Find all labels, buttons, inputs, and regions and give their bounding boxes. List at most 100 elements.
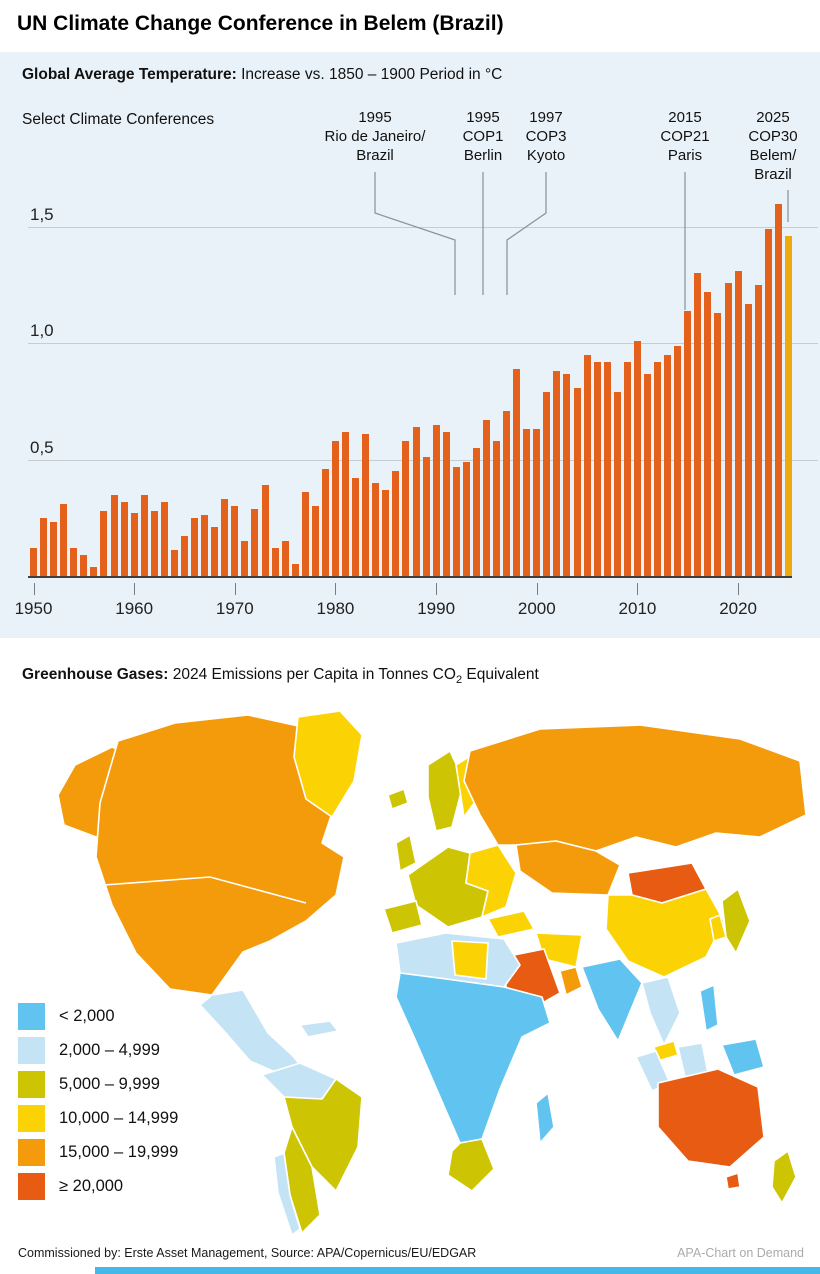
legend-row: 10,000 – 14,999: [18, 1104, 248, 1132]
temp-bar-2004: [573, 387, 581, 576]
temp-bar-1970: [231, 506, 239, 576]
temp-bar-2015: [684, 310, 692, 576]
temp-bar-1977: [301, 492, 309, 576]
temp-bar-2001: [543, 392, 551, 576]
conference-annotation: 1995 COP1 Berlin: [462, 109, 504, 164]
map-region-australia: [657, 1068, 765, 1168]
x-axis-label: 1980: [316, 599, 355, 618]
map-region-indochina: [641, 976, 681, 1046]
temp-bar-1971: [241, 541, 249, 576]
temp-bar-2010: [633, 340, 641, 576]
temp-bar-2014: [674, 345, 682, 576]
temp-bar-1990: [432, 424, 440, 576]
map-region-caribbean: [299, 1020, 339, 1038]
x-axis-tick: [436, 583, 438, 595]
map-region-eastern-europe: [465, 844, 517, 918]
x-axis-tick: [33, 583, 35, 595]
legend-label: ≥ 20,000: [59, 1176, 124, 1195]
legend-swatch: [18, 1070, 45, 1098]
chart-subtitle-bold: Global Average Temperature:: [22, 66, 237, 83]
temp-bar-1998: [513, 368, 521, 576]
map-region-greenland: [293, 710, 363, 818]
temp-bar-1987: [402, 441, 410, 576]
temp-bar-2003: [563, 373, 571, 576]
grid-line: [28, 343, 818, 345]
temp-bar-1967: [201, 515, 209, 576]
legend-label: 2,000 – 4,999: [59, 1040, 160, 1059]
chart-subtitle: Global Average Temperature: Increase vs.…: [22, 66, 502, 84]
temp-bar-1957: [100, 510, 108, 576]
temp-bar-1989: [422, 457, 430, 576]
chart-subtitle-rest: Increase vs. 1850 – 1900 Period in °C: [236, 66, 503, 83]
conference-annotation: 1997 COP3 Kyoto: [525, 109, 567, 164]
temp-bar-1992: [452, 466, 460, 576]
temp-bar-1963: [160, 501, 168, 576]
temp-bar-2021: [744, 303, 752, 576]
x-axis-label: 2020: [719, 599, 758, 618]
conference-annotation: 1995 Rio de Janeiro/Brazil: [324, 109, 426, 164]
temp-bar-1966: [191, 517, 199, 576]
temp-bar-1980: [331, 441, 339, 576]
map-heading-bold: Greenhouse Gases:: [22, 666, 169, 683]
map-region-kazakhstan: [515, 840, 621, 896]
legend-swatch: [18, 1172, 45, 1200]
x-axis-tick: [335, 583, 337, 595]
footer-credit: Commissioned by: Erste Asset Management,…: [18, 1246, 477, 1260]
x-axis-label: 1960: [115, 599, 154, 618]
x-axis-label: 2010: [618, 599, 657, 618]
annotation-title: Select Climate Conferences: [22, 111, 215, 128]
footer-brand: APA-Chart on Demand: [677, 1246, 804, 1260]
temp-bar-1994: [472, 448, 480, 576]
temp-bar-2007: [603, 361, 611, 576]
world-emissions-map: [57, 710, 807, 1236]
temp-bar-1978: [311, 506, 319, 576]
page-title: UN Climate Change Conference in Belem (B…: [17, 12, 504, 35]
legend-swatch: [18, 1002, 45, 1030]
map-region-gulf-states: [559, 966, 583, 996]
legend-row: 2,000 – 4,999: [18, 1036, 248, 1064]
temp-bar-1983: [362, 434, 370, 576]
map-region-chile-coast: [273, 1152, 301, 1236]
temp-bar-1973: [261, 485, 269, 576]
temp-bar-2002: [553, 371, 561, 576]
temp-bar-2008: [613, 392, 621, 576]
map-region-united-kingdom: [395, 834, 417, 872]
temp-bar-1960: [130, 513, 138, 576]
x-axis-tick: [637, 583, 639, 595]
temp-bar-1953: [60, 503, 68, 576]
leader-line-rio: [374, 172, 456, 295]
conference-annotation: 2025 COP30 Belem/Brazil: [748, 109, 798, 183]
temp-bar-2024: [774, 203, 782, 576]
map-region-south-africa: [447, 1138, 495, 1192]
map-region-new-guinea: [721, 1038, 765, 1076]
x-axis-tick: [234, 583, 236, 595]
legend-row: 5,000 – 9,999: [18, 1070, 248, 1098]
temp-bar-1999: [523, 429, 531, 576]
conference-annotation: 2015 COP21 Paris: [660, 109, 710, 164]
temp-bar-1976: [291, 564, 299, 576]
temp-bar-2012: [654, 361, 662, 576]
map-region-japan: [721, 888, 751, 954]
map-region-iberia: [383, 900, 423, 934]
temp-bar-2013: [664, 354, 672, 576]
legend-label: 10,000 – 14,999: [59, 1108, 179, 1127]
grid-line: [28, 226, 818, 228]
temp-bar-1995: [482, 420, 490, 576]
temp-bar-1952: [50, 522, 58, 576]
x-axis-label: 1950: [14, 599, 53, 618]
temp-bar-2005: [583, 354, 591, 576]
map-region-libya: [451, 940, 489, 980]
temp-bar-1972: [251, 508, 259, 576]
temp-bar-1951: [40, 517, 48, 576]
map-region-philippines: [699, 984, 719, 1032]
map-heading: Greenhouse Gases: 2024 Emissions per Cap…: [22, 666, 539, 686]
temp-bar-1986: [392, 471, 400, 576]
map-heading-sub: 2: [455, 674, 463, 687]
temp-bar-2018: [714, 313, 722, 576]
x-axis-tick: [134, 583, 136, 595]
temp-bar-1996: [493, 441, 501, 576]
temp-bar-2017: [704, 292, 712, 576]
map-region-korea: [709, 914, 727, 942]
temp-bar-1974: [271, 548, 279, 576]
